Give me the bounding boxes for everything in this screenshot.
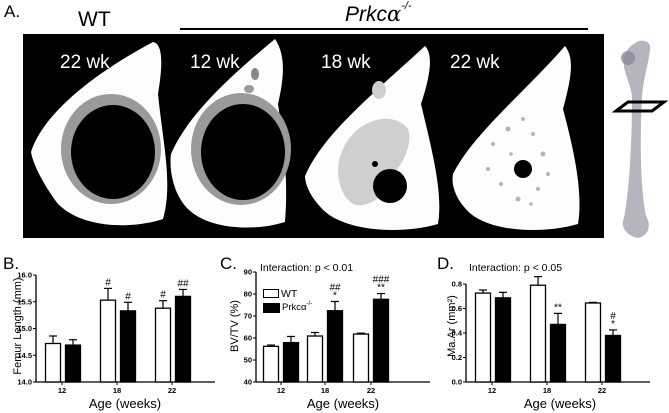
bar-ko-12wk (64, 344, 82, 383)
femur-icon (611, 40, 669, 238)
y-tick-label: 70 (244, 312, 252, 321)
significance-mark: # (125, 291, 131, 302)
chart-b-xlabel: Age (weeks) (88, 396, 162, 411)
significance-mark: # (610, 311, 616, 322)
bone-cross-sections (31, 39, 580, 230)
y-tick-label: 80 (244, 290, 252, 299)
significance-mark: ## (177, 278, 189, 289)
y-tick-label: 0.4 (452, 329, 463, 338)
bar-ko-12wk (494, 297, 512, 383)
bar-ko-18wk (119, 310, 137, 383)
bar-wt-22wk (352, 333, 370, 383)
significance-mark: ** (554, 302, 562, 313)
y-tick-label: 15.5 (17, 297, 32, 306)
legend-item-ko: Prkcα -/- (263, 300, 313, 313)
legend-label-ko-sup: -/- (306, 300, 313, 307)
y-tick-label: 90 (244, 268, 252, 277)
y-tick-label: 0.8 (452, 280, 462, 289)
bar-ko-22wk (372, 298, 390, 383)
image-label-4: 22 wk (450, 52, 500, 73)
chart-d-interaction: Interaction: p < 0.05 (469, 262, 563, 274)
x-tick-label: 22 (598, 386, 606, 395)
y-tick-label: 14.0 (17, 378, 32, 387)
bone-section-wt-22wk (31, 42, 168, 226)
x-tick-label: 18 (113, 386, 121, 395)
legend-label-ko: Prkcα (282, 302, 307, 313)
bar-ko-22wk (174, 295, 192, 383)
x-tick-label: 22 (168, 386, 176, 395)
legend-swatch-wt (263, 289, 279, 298)
bar-ko-12wk (282, 341, 300, 383)
bar-wt-22wk (584, 302, 602, 383)
legend-swatch-ko (263, 302, 280, 313)
ko-gene-name: Prkc (345, 3, 387, 26)
significance-mark: * (333, 290, 337, 301)
panel-d-letter: D. (437, 254, 454, 273)
chart-d-ylabel: Ma.Ar (mm²) (446, 295, 458, 357)
bone-section-ko-22wk (452, 46, 580, 230)
significance-mark: # (105, 277, 111, 288)
ko-group-bar (180, 28, 588, 30)
y-tick-label: 40 (244, 378, 252, 387)
panel-c-letter: C. (220, 254, 237, 273)
ko-genotype-label: Prkcα-/- (345, 0, 412, 27)
chart-c-ylabel: BV/TV (%) (229, 300, 241, 352)
bar-wt-18wk (529, 284, 547, 383)
y-tick-label: 50 (244, 356, 252, 365)
y-tick-label: 0.0 (452, 378, 462, 387)
chart-d-xlabel: Age (weeks) (523, 396, 597, 411)
significance-mark: ** (377, 283, 385, 294)
bar-ko-18wk (326, 310, 344, 383)
significance-mark: ## (329, 282, 341, 293)
legend-item-wt: WT (263, 287, 312, 300)
y-tick-label: 16.0 (17, 271, 32, 280)
bar-ko-22wk (604, 334, 622, 383)
microct-panel: 22 wk 12 wk 18 wk 22 wk (23, 34, 604, 238)
bar-wt-18wk (306, 335, 324, 383)
ko-superscript: -/- (401, 0, 412, 12)
bar-wt-12wk (44, 342, 62, 383)
bone-section-ko-12wk (170, 39, 291, 228)
y-tick-label: 60 (244, 334, 252, 343)
x-tick-label: 12 (58, 386, 66, 395)
y-tick-label: 14.5 (17, 351, 32, 360)
x-tick-label: 12 (277, 386, 285, 395)
x-tick-label: 22 (367, 386, 375, 395)
chart-b-ylabel: Femur Length (mm) (12, 277, 24, 375)
panel-b-letter: B. (3, 254, 20, 273)
bar-wt-12wk (262, 345, 280, 383)
legend-label-wt: WT (281, 287, 298, 300)
image-label-3: 18 wk (321, 52, 371, 73)
panel-a-letter: A. (4, 2, 21, 21)
ko-alpha: α (387, 2, 402, 26)
x-tick-label: 18 (321, 386, 329, 395)
image-label-2: 12 wk (190, 52, 240, 73)
bar-wt-18wk (99, 299, 117, 383)
y-tick-label: 0.2 (452, 353, 462, 362)
image-label-1: 22 wk (60, 52, 110, 73)
chart-c-legend: WT Prkcα -/- (263, 288, 312, 313)
wt-genotype-label: WT (78, 8, 111, 31)
bar-wt-22wk (154, 307, 172, 383)
bar-ko-18wk (549, 323, 567, 383)
chart-c-xlabel: Age (weeks) (306, 396, 380, 411)
chart-c-interaction: Interaction: p < 0.01 (260, 262, 354, 274)
y-tick-label: 0.6 (452, 304, 462, 313)
significance-mark: ### (373, 275, 390, 286)
bar-wt-12wk (474, 292, 492, 383)
significance-mark: * (611, 319, 615, 330)
y-tick-label: 15.0 (17, 324, 32, 333)
x-tick-label: 12 (488, 386, 496, 395)
x-tick-label: 18 (543, 386, 551, 395)
bone-section-ko-18wk (305, 46, 440, 230)
significance-mark: # (160, 290, 166, 301)
